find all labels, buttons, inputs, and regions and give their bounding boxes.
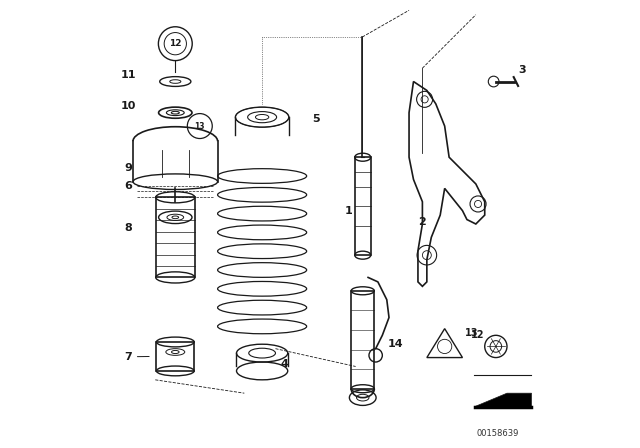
Text: 5: 5	[312, 114, 319, 125]
Text: 12: 12	[471, 330, 485, 340]
Text: 10: 10	[121, 101, 136, 111]
Bar	[236, 117, 289, 130]
Bar	[355, 157, 371, 255]
Text: 13: 13	[465, 328, 478, 338]
Text: 00158639: 00158639	[477, 429, 519, 438]
Bar	[156, 342, 194, 371]
Text: 3: 3	[519, 65, 526, 75]
Bar	[351, 291, 374, 389]
Bar	[156, 197, 195, 277]
Text: 11: 11	[121, 70, 136, 80]
Text: 1: 1	[345, 206, 353, 215]
Text: 14: 14	[388, 339, 403, 349]
Circle shape	[488, 76, 499, 87]
Text: 8: 8	[125, 224, 132, 233]
Text: 9: 9	[125, 164, 132, 173]
Text: 7: 7	[124, 352, 149, 362]
Text: 2: 2	[419, 217, 426, 227]
Polygon shape	[475, 393, 531, 406]
Text: 13: 13	[195, 121, 205, 130]
Text: 6: 6	[125, 181, 132, 191]
Text: 12: 12	[169, 39, 182, 48]
Text: 4: 4	[280, 359, 288, 369]
